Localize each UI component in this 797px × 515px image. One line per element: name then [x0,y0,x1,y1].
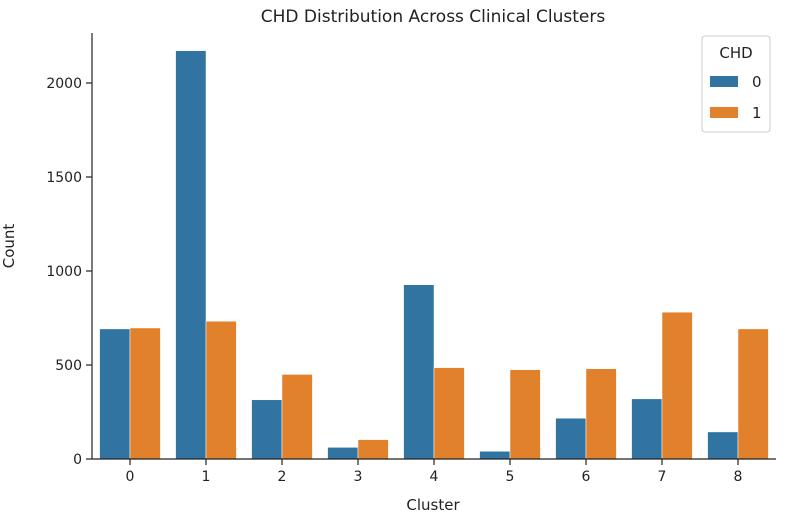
legend-label-0: 0 [752,73,762,91]
y-tick-label: 1500 [46,170,82,186]
bar-cluster-7-chd-0 [631,398,663,460]
x-tick-label: 5 [506,469,515,485]
bar-cluster-6-chd-0 [555,417,587,460]
y-tick-label: 1000 [46,264,82,280]
x-tick-label: 4 [430,469,439,485]
legend: CHD 0 1 [701,35,771,133]
y-tick-label: 2000 [46,76,82,92]
bar-cluster-8-chd-0 [707,431,739,460]
legend-label-1: 1 [752,104,762,122]
y-tick-label: 500 [55,358,82,374]
bar-cluster-1-chd-1 [205,320,237,460]
bar-cluster-3-chd-0 [327,447,359,460]
x-tick-label: 7 [658,469,667,485]
x-tick-label: 8 [734,469,743,485]
bar-cluster-5-chd-0 [479,451,511,460]
bar-cluster-4-chd-1 [433,367,465,460]
y-tick-label: 0 [73,452,82,468]
bar-cluster-7-chd-1 [661,311,693,460]
bar-cluster-2-chd-1 [281,374,313,460]
x-axis-label: Cluster [406,496,460,514]
x-tick-label: 3 [354,469,363,485]
legend-title: CHD [719,44,752,62]
x-tick-label: 6 [582,469,591,485]
bar-cluster-8-chd-1 [737,328,769,460]
chart-title: CHD Distribution Across Clinical Cluster… [261,7,606,27]
bar-cluster-0-chd-0 [99,328,131,460]
bar-cluster-5-chd-1 [509,369,541,460]
legend-swatch-1 [710,107,738,118]
bar-cluster-0-chd-1 [129,327,161,460]
legend-swatch-0 [710,76,738,87]
x-tick-label: 1 [202,469,211,485]
bar-cluster-6-chd-1 [585,368,617,460]
y-axis-label: Count [0,224,18,269]
bar-cluster-3-chd-1 [357,439,389,460]
bar-cluster-1-chd-0 [175,50,207,460]
bar-cluster-2-chd-0 [251,399,283,460]
x-tick-label: 2 [278,469,287,485]
x-tick-label: 0 [126,469,135,485]
bar-cluster-4-chd-0 [403,284,435,460]
